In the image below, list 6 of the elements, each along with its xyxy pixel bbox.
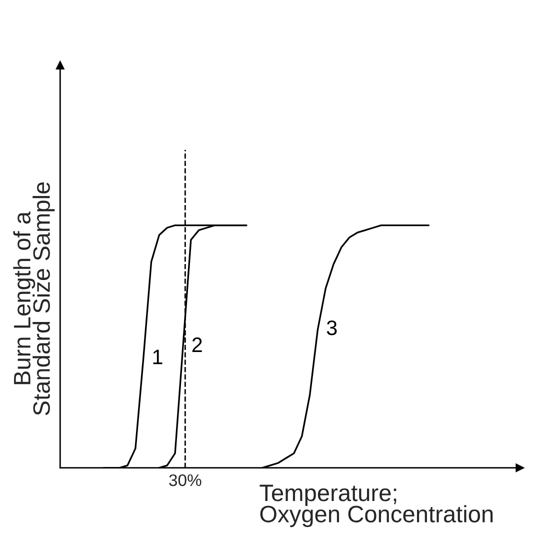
text: 30% [169,474,202,486]
series-label: 3 [326,320,337,336]
y-axis-title: Burn Length of a Standard Size Sample [13,182,55,416]
series-label: 1 [153,350,162,364]
series-label: 2 [192,337,202,352]
x-axis-title: Temperature; Oxygen Concentration [260,484,493,528]
